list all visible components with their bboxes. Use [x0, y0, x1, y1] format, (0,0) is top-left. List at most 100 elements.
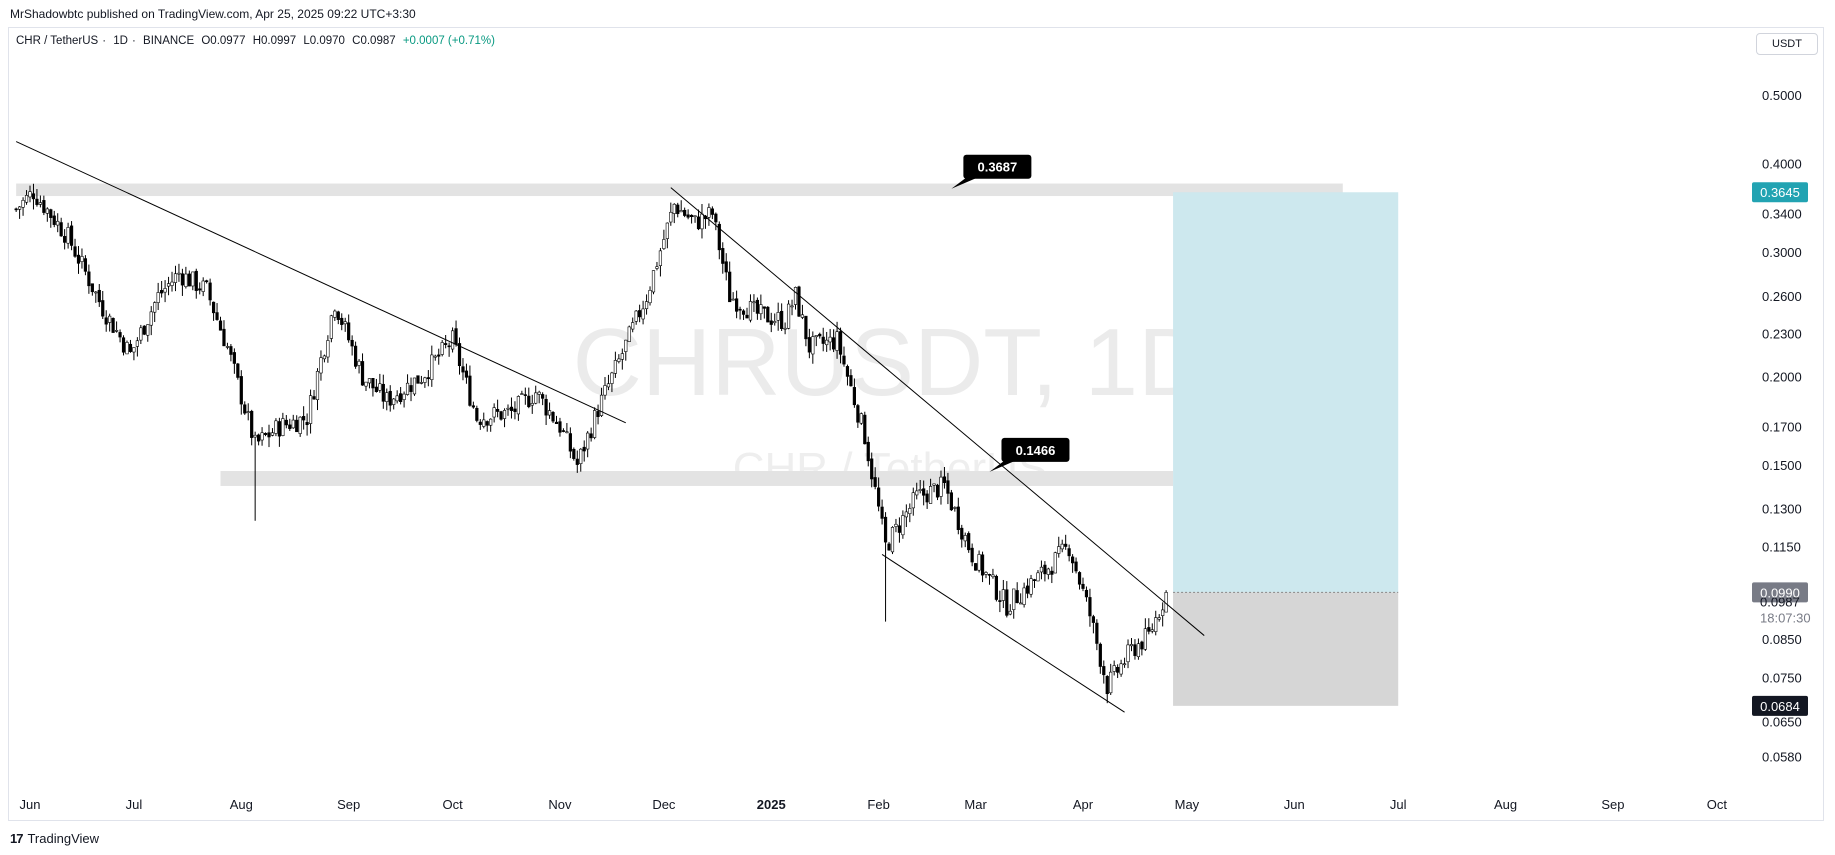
candle-body: [748, 301, 753, 321]
candle-body: [866, 441, 870, 462]
candle-body: [1039, 566, 1044, 573]
candle-body: [572, 448, 576, 459]
candle-body: [974, 563, 978, 571]
candle-body: [1140, 641, 1144, 650]
candle-body: [506, 407, 510, 410]
candle-body: [877, 487, 881, 507]
candle-body: [1074, 561, 1078, 572]
long-position-target-zone[interactable]: [1173, 192, 1399, 593]
price-axis-tick: 0.3400: [1762, 207, 1802, 222]
candle-body: [392, 398, 396, 405]
candle-body: [773, 321, 777, 324]
candle-body: [807, 337, 811, 353]
candle-body: [842, 355, 846, 365]
candle-body: [766, 306, 770, 323]
bar-countdown: 18:07:30: [1760, 610, 1811, 625]
time-axis-tick: Nov: [548, 797, 572, 812]
candle-body: [433, 355, 437, 358]
candle-body: [1057, 546, 1061, 554]
time-axis-tick: Oct: [1707, 797, 1728, 812]
candle-body: [191, 271, 195, 287]
time-axis[interactable]: Jun Jul Aug Sep Oct Nov Dec 2025 Feb Mar Apr May Jun…: [20, 797, 1728, 812]
price-callout-2[interactable]: 0.1466: [989, 437, 1070, 472]
candle-body: [399, 393, 403, 403]
candle-body: [696, 216, 701, 230]
trendline-3[interactable]: [881, 554, 1125, 713]
long-position-stop-zone[interactable]: [1173, 592, 1399, 706]
candle-body: [956, 506, 960, 530]
candle-body: [554, 421, 559, 425]
candle-body: [852, 387, 856, 406]
candle-body: [513, 408, 517, 412]
support-zone: [220, 471, 1174, 486]
candle-body: [551, 412, 555, 422]
candle-body: [184, 273, 188, 288]
currency-button[interactable]: USDT: [1756, 33, 1818, 55]
candle-body: [121, 337, 126, 353]
candle-body: [1060, 543, 1064, 550]
candle-body: [402, 393, 406, 400]
candle-body: [738, 308, 742, 311]
candle-body: [1032, 579, 1037, 581]
candle-body: [482, 419, 486, 427]
candle-body: [627, 326, 631, 342]
candle-body: [1150, 629, 1154, 632]
candle-body: [336, 311, 340, 320]
candles-layer: [14, 183, 1168, 704]
zones-layer: [16, 183, 1399, 706]
candle-body: [728, 271, 732, 303]
candle-body: [651, 270, 656, 293]
price-axis-tick: 0.0580: [1762, 749, 1802, 764]
candle-body: [257, 434, 261, 442]
symbol-pair[interactable]: CHR / TetherUS: [16, 35, 99, 47]
candle-body: [76, 254, 81, 264]
trendline-1[interactable]: [15, 141, 626, 424]
candle-body: [520, 393, 524, 395]
candle-body: [180, 273, 185, 286]
candle-body: [838, 331, 843, 355]
chart-frame: [8, 27, 1824, 821]
candle-body: [1098, 643, 1102, 667]
candle-body: [582, 446, 586, 452]
trendline-2[interactable]: [670, 187, 1205, 636]
candle-body: [56, 220, 60, 226]
candle-body: [783, 327, 787, 330]
candle-body: [194, 270, 198, 291]
candle-body: [149, 311, 153, 326]
candle-body: [811, 336, 815, 355]
candle-body: [281, 418, 285, 436]
candle-body: [211, 301, 216, 314]
symbol-interval[interactable]: 1D: [113, 35, 128, 47]
candle-body: [516, 396, 520, 415]
candle-body: [21, 199, 25, 208]
tradingview-logo[interactable]: 17 TradingView: [10, 831, 99, 846]
price-axis-tick: 0.2300: [1762, 327, 1802, 342]
candle-body: [963, 535, 967, 542]
candle-body: [1161, 609, 1165, 616]
ohlc-close: C0.0987: [352, 35, 396, 47]
candle-body: [786, 303, 791, 329]
candle-body: [263, 432, 268, 435]
candle-body: [769, 320, 773, 325]
candle-body: [457, 343, 462, 367]
candle-body: [925, 493, 929, 503]
candle-body: [599, 394, 604, 416]
candle-body: [260, 432, 264, 441]
candle-body: [523, 394, 527, 396]
candle-body: [755, 299, 760, 314]
callout-label: 0.3687: [977, 160, 1017, 175]
candle-body: [277, 421, 281, 437]
candle-body: [904, 511, 908, 518]
candle-body: [170, 281, 174, 286]
callout-pointer: [989, 459, 1018, 472]
candle-body: [1116, 666, 1120, 673]
candle-body: [409, 385, 413, 392]
candle-body: [450, 330, 455, 350]
trendlines-layer: [15, 141, 1205, 713]
price-axis[interactable]: 0.5000 0.4000 0.3400 0.3000 0.2600 0.2300 0.20…: [1752, 88, 1811, 764]
candle-body: [970, 547, 974, 563]
price-callout-1[interactable]: 0.3687: [951, 154, 1032, 189]
candle-body: [440, 342, 444, 355]
candle-body: [547, 410, 552, 416]
